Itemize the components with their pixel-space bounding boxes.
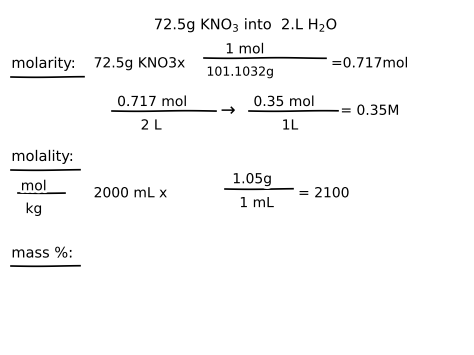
Text: 2 L: 2 L — [141, 119, 162, 132]
Text: 2000 mL x: 2000 mL x — [94, 186, 167, 200]
Text: 1 mol: 1 mol — [225, 42, 264, 56]
Text: 72.5g KNO$_3$ into  2.L H$_2$O: 72.5g KNO$_3$ into 2.L H$_2$O — [154, 15, 339, 34]
Text: molarity:: molarity: — [11, 56, 76, 71]
Text: mol: mol — [21, 179, 46, 193]
Text: 1 mL: 1 mL — [239, 196, 274, 210]
Text: 72.5g KNO3x: 72.5g KNO3x — [94, 56, 185, 70]
Text: 101.1032g: 101.1032g — [207, 66, 274, 79]
Text: kg: kg — [26, 202, 43, 216]
Text: =0.717mol: =0.717mol — [331, 56, 408, 70]
Text: 1.05g: 1.05g — [232, 172, 272, 186]
Text: molality:: molality: — [11, 149, 74, 164]
Text: 0.35 mol: 0.35 mol — [254, 95, 314, 109]
Text: →: → — [220, 102, 236, 120]
Text: 0.717 mol: 0.717 mol — [117, 95, 187, 109]
Text: 1L: 1L — [282, 119, 298, 132]
Text: mass %:: mass %: — [11, 246, 73, 261]
Text: = 2100: = 2100 — [298, 186, 349, 200]
Text: = 0.35M: = 0.35M — [340, 104, 399, 118]
